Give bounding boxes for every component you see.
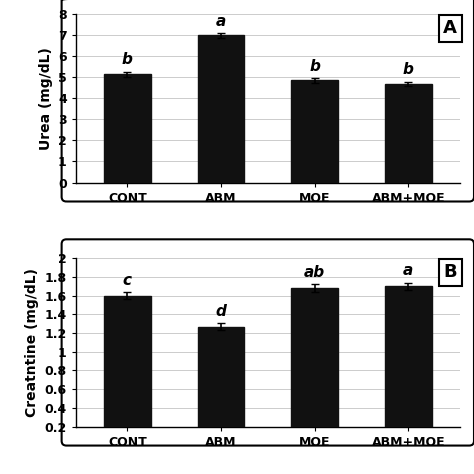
Text: c: c xyxy=(123,273,132,288)
Bar xyxy=(291,288,338,445)
Bar xyxy=(198,327,245,445)
Text: B: B xyxy=(443,264,457,282)
Text: A: A xyxy=(443,19,457,37)
Text: b: b xyxy=(403,63,414,77)
Text: ab: ab xyxy=(304,265,325,280)
Text: a: a xyxy=(403,264,413,278)
Y-axis label: Creatntine (mg/dL): Creatntine (mg/dL) xyxy=(25,268,39,417)
Bar xyxy=(385,286,432,445)
Text: b: b xyxy=(309,59,320,74)
Bar xyxy=(104,74,151,182)
Bar xyxy=(385,83,432,182)
Y-axis label: Urea (mg/dL): Urea (mg/dL) xyxy=(38,47,53,150)
Bar xyxy=(104,296,151,445)
Text: d: d xyxy=(216,303,227,319)
Bar xyxy=(198,35,245,182)
Text: b: b xyxy=(122,53,133,67)
Bar xyxy=(291,81,338,182)
Text: a: a xyxy=(216,14,226,28)
